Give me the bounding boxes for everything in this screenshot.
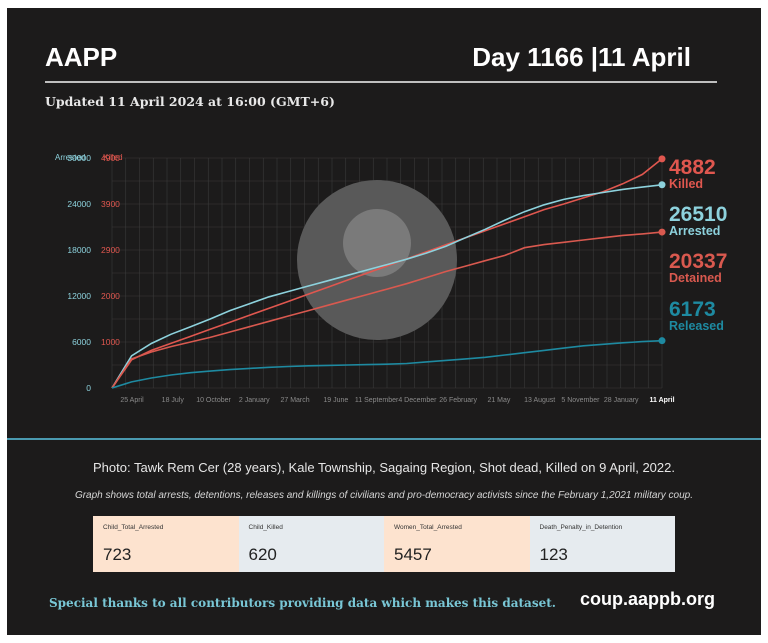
right-tick-label: 3900 [101, 199, 120, 209]
right-tick-label: 1000 [101, 337, 120, 347]
day-title: Day 1166 |11 April [472, 42, 691, 72]
series-end-value-detained: 20337 [669, 250, 727, 273]
x-tick-label: 10 October [196, 397, 231, 404]
series-end-name-killed: Killed [669, 177, 703, 191]
left-axis-label: Arrested [55, 153, 85, 162]
left-tick-label: 24000 [67, 199, 91, 209]
graph-note: Graph shows total arrests, detentions, r… [74, 490, 694, 501]
series-end-point-detained [658, 228, 666, 236]
x-tick-label: 4 December [398, 397, 437, 404]
x-tick-label: 2 January [239, 397, 270, 404]
x-tick-label: 18 July [162, 397, 185, 404]
series-end-value-killed: 4882 [669, 156, 716, 179]
series-end-value-released: 6173 [669, 298, 716, 321]
stat-label: Death_Penalty_in_Detention [539, 524, 623, 531]
stat-card-child-killed: Child_Killed 620 [238, 516, 384, 572]
updated-timestamp: Updated 11 April 2024 at 16:00 (GMT+6) [45, 94, 335, 109]
right-tick-label: 2900 [101, 245, 120, 255]
x-tick-label: 27 March [280, 397, 309, 404]
stat-label: Women_Total_Arrested [394, 524, 462, 531]
brand-title: AAPP [45, 42, 118, 72]
series-line-released [111, 339, 663, 389]
x-tick-label: 11 April [649, 397, 674, 404]
right-tick-label: 2000 [101, 291, 120, 301]
stat-label: Child_Killed [248, 524, 283, 531]
x-tick-label: 13 August [524, 397, 555, 404]
right-tick-label: 4900 [101, 153, 120, 163]
infographic-panel: AAPP Day 1166 |11 April Updated 11 April… [7, 8, 761, 635]
header-divider [45, 81, 717, 83]
photo-face [343, 209, 411, 277]
series-end-value-arrested: 26510 [669, 203, 727, 226]
series-line-detained [111, 231, 663, 389]
stat-value: 620 [248, 545, 277, 564]
stat-card-women-total-arrested: Women_Total_Arrested 5457 [384, 516, 530, 572]
series-end-point-killed [658, 155, 666, 163]
stats-cards: Child_Total_Arrested 723 Child_Killed 62… [93, 516, 675, 572]
thanks-text: Special thanks to all contributors provi… [49, 596, 556, 610]
series-line-arrested [111, 184, 663, 389]
left-tick-label: 6000 [72, 337, 91, 347]
series-end-name-detained: Detained [669, 271, 722, 285]
site-link[interactable]: coup.aappb.org [580, 589, 715, 609]
right-axis-label: Killed [103, 153, 123, 162]
photo-caption: Photo: Tawk Rem Cer (28 years), Kale Tow… [93, 460, 675, 475]
series-end-name-released: Released [669, 319, 724, 333]
left-tick-label: 12000 [67, 291, 91, 301]
stat-card-death-penalty: Death_Penalty_in_Detention 123 [529, 516, 675, 572]
stat-value: 723 [103, 545, 132, 564]
x-tick-label: 25 April [120, 397, 144, 404]
x-tick-label: 28 January [604, 397, 639, 404]
series-end-point-arrested [658, 181, 666, 189]
stat-value: 5457 [394, 545, 432, 564]
left-tick-label: 0 [86, 383, 91, 393]
left-tick-label: 18000 [67, 245, 91, 255]
stat-label: Child_Total_Arrested [103, 524, 164, 531]
x-tick-label: 21 May [487, 397, 510, 404]
x-tick-label: 11 September [355, 397, 399, 404]
series-end-point-released [658, 337, 666, 345]
left-tick-label: 30000 [67, 153, 91, 163]
stat-card-child-total-arrested: Child_Total_Arrested 723 [93, 516, 239, 572]
series-line-killed [111, 158, 663, 389]
series-end-name-arrested: Arrested [669, 224, 720, 238]
stat-value: 123 [539, 545, 568, 564]
x-tick-label: 5 November [561, 397, 600, 404]
section-divider [7, 438, 761, 440]
line-chart: Arrested Killed 0 6000 12000 18000 24000 30000 1… [55, 153, 727, 404]
x-tick-label: 19 June [323, 397, 348, 404]
x-tick-label: 26 February [439, 397, 477, 404]
